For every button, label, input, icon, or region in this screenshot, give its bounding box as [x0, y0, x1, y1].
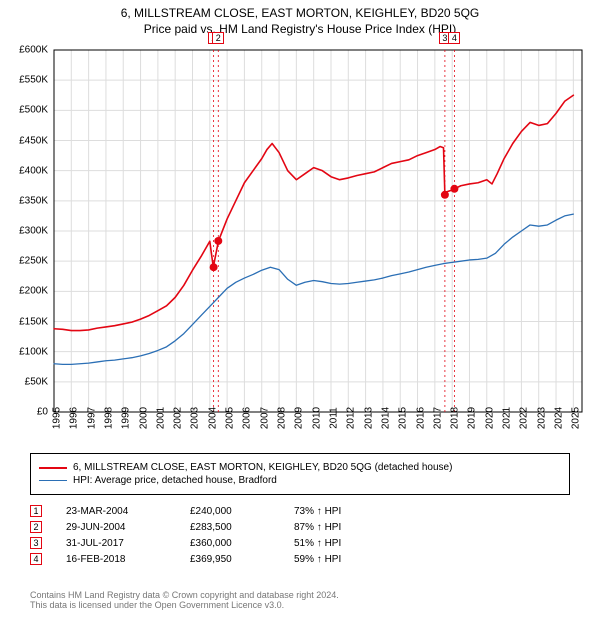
sale-number-box: 4: [30, 553, 42, 565]
sales-table: 1 23-MAR-2004 £240,000 73% ↑ HPI 2 29-JUN-200…: [30, 501, 374, 569]
xtick-label: 2024: [554, 407, 565, 429]
xtick-label: 2022: [519, 407, 530, 429]
ytick-label: £550K: [2, 75, 48, 86]
ytick-label: £150K: [2, 316, 48, 327]
sale-pct: 51% ↑ HPI: [294, 538, 374, 549]
xtick-label: 2004: [207, 407, 218, 429]
footer-line1: Contains HM Land Registry data © Crown c…: [30, 590, 339, 600]
ytick-label: £100K: [2, 346, 48, 357]
xtick-label: 2016: [415, 407, 426, 429]
xtick-label: 2025: [571, 407, 582, 429]
ytick-label: £450K: [2, 135, 48, 146]
footer: Contains HM Land Registry data © Crown c…: [30, 590, 339, 610]
xtick-label: 2011: [328, 407, 339, 429]
sale-price: £369,950: [190, 554, 270, 565]
legend-swatch-hpi: [39, 480, 67, 481]
xtick-label: 1999: [121, 407, 132, 429]
ytick-label: £300K: [2, 226, 48, 237]
plot-svg: [54, 50, 582, 412]
sale-date: 29-JUN-2004: [66, 522, 166, 533]
sale-number-box: 2: [30, 521, 42, 533]
xtick-label: 2013: [363, 407, 374, 429]
footer-line2: This data is licensed under the Open Gov…: [30, 600, 339, 610]
sale-pct: 87% ↑ HPI: [294, 522, 374, 533]
marker-label-box: 4: [448, 32, 460, 44]
xtick-label: 2002: [173, 407, 184, 429]
sale-price: £360,000: [190, 538, 270, 549]
xtick-label: 2021: [502, 407, 513, 429]
chart-root: 6, MILLSTREAM CLOSE, EAST MORTON, KEIGHL…: [0, 0, 600, 620]
ytick-label: £500K: [2, 105, 48, 116]
ytick-label: £350K: [2, 195, 48, 206]
chart-title-line1: 6, MILLSTREAM CLOSE, EAST MORTON, KEIGHL…: [0, 6, 600, 20]
xtick-label: 2000: [138, 407, 149, 429]
ytick-label: £200K: [2, 286, 48, 297]
ytick-label: £600K: [2, 45, 48, 56]
xtick-label: 2008: [277, 407, 288, 429]
sale-date: 31-JUL-2017: [66, 538, 166, 549]
legend-item-property: 6, MILLSTREAM CLOSE, EAST MORTON, KEIGHL…: [39, 462, 561, 473]
ytick-label: £50K: [2, 376, 48, 387]
xtick-label: 2003: [190, 407, 201, 429]
chart-title-line2: Price paid vs. HM Land Registry's House …: [0, 22, 600, 36]
xtick-label: 2019: [467, 407, 478, 429]
sale-row: 3 31-JUL-2017 £360,000 51% ↑ HPI: [30, 537, 374, 549]
xtick-label: 1996: [69, 407, 80, 429]
legend-label-property: 6, MILLSTREAM CLOSE, EAST MORTON, KEIGHL…: [73, 462, 452, 473]
xtick-label: 2012: [346, 407, 357, 429]
sale-number-box: 3: [30, 537, 42, 549]
xtick-label: 1995: [52, 407, 63, 429]
legend: 6, MILLSTREAM CLOSE, EAST MORTON, KEIGHL…: [30, 453, 570, 495]
legend-item-hpi: HPI: Average price, detached house, Brad…: [39, 475, 561, 486]
xtick-label: 2020: [484, 407, 495, 429]
legend-label-hpi: HPI: Average price, detached house, Brad…: [73, 475, 277, 486]
xtick-label: 1998: [103, 407, 114, 429]
legend-swatch-property: [39, 467, 67, 469]
xtick-label: 2023: [536, 407, 547, 429]
ytick-label: £0: [2, 407, 48, 418]
sale-pct: 59% ↑ HPI: [294, 554, 374, 565]
sale-date: 23-MAR-2004: [66, 506, 166, 517]
xtick-label: 2009: [294, 407, 305, 429]
ytick-label: £250K: [2, 256, 48, 267]
sale-row: 1 23-MAR-2004 £240,000 73% ↑ HPI: [30, 505, 374, 517]
sale-price: £240,000: [190, 506, 270, 517]
sale-row: 2 29-JUN-2004 £283,500 87% ↑ HPI: [30, 521, 374, 533]
sale-pct: 73% ↑ HPI: [294, 506, 374, 517]
sale-number-box: 1: [30, 505, 42, 517]
xtick-label: 2007: [259, 407, 270, 429]
xtick-label: 2001: [155, 407, 166, 429]
sale-row: 4 16-FEB-2018 £369,950 59% ↑ HPI: [30, 553, 374, 565]
titles: 6, MILLSTREAM CLOSE, EAST MORTON, KEIGHL…: [0, 0, 600, 36]
sale-price: £283,500: [190, 522, 270, 533]
sale-date: 16-FEB-2018: [66, 554, 166, 565]
xtick-label: 2014: [380, 407, 391, 429]
xtick-label: 2005: [225, 407, 236, 429]
xtick-label: 1997: [86, 407, 97, 429]
plot-area: £0£50K£100K£150K£200K£250K£300K£350K£400…: [54, 50, 582, 462]
xtick-label: 2017: [432, 407, 443, 429]
xtick-label: 2006: [242, 407, 253, 429]
marker-label-box: 2: [212, 32, 224, 44]
xtick-label: 2018: [450, 407, 461, 429]
xtick-label: 2015: [398, 407, 409, 429]
ytick-label: £400K: [2, 165, 48, 176]
xtick-label: 2010: [311, 407, 322, 429]
